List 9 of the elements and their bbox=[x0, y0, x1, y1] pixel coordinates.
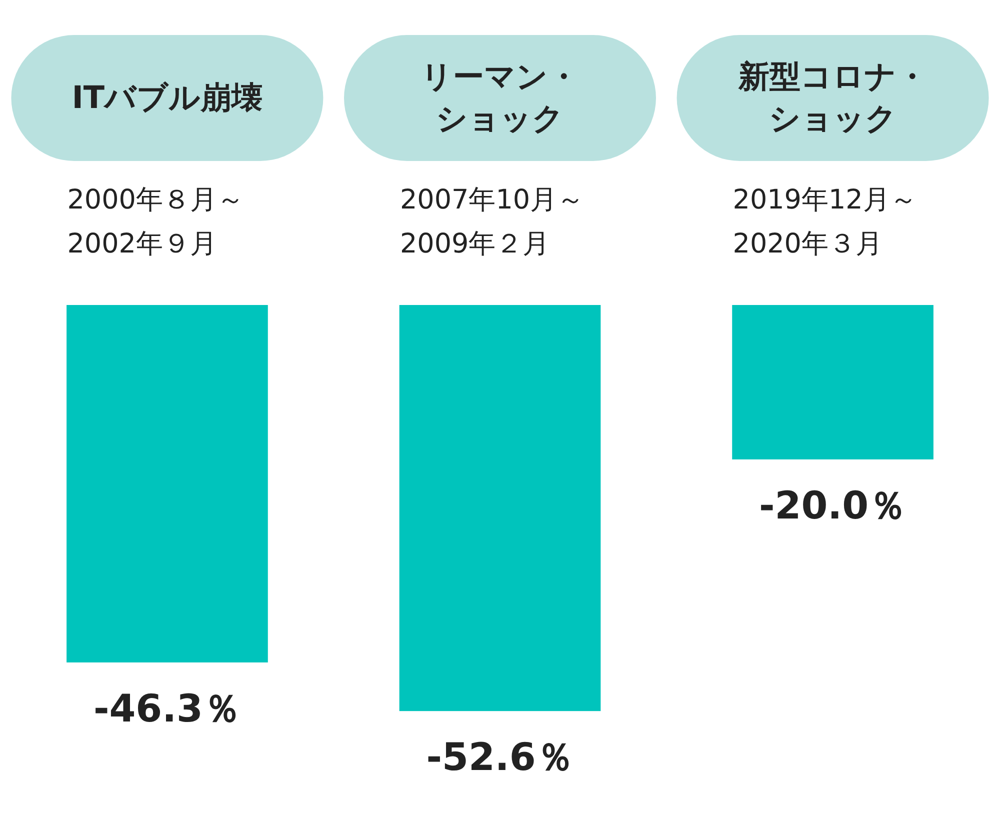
x-tick-label: ITバブル崩壊 bbox=[72, 80, 263, 116]
text: 2019年12月～2020年３月 bbox=[732, 184, 917, 260]
x-tick-label: 新型コロナ・ショック bbox=[737, 59, 928, 137]
data-label: -52.6％ bbox=[426, 735, 574, 780]
x-tick-label: リーマン・ショック bbox=[421, 59, 579, 137]
data-label: -46.3％ bbox=[93, 686, 241, 730]
text: 2000年８月～2002年９月 bbox=[67, 184, 244, 260]
text: 2007年10月～2009年２月 bbox=[400, 184, 584, 260]
data-label: -20.0％ bbox=[759, 483, 907, 528]
